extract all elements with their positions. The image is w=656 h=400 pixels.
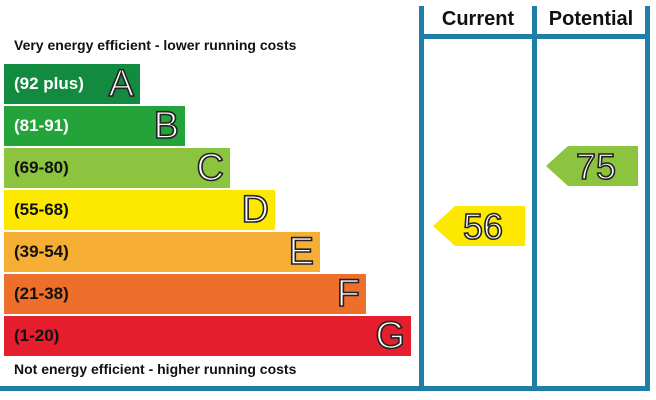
current-rating-arrow: 56 [433,206,525,246]
band-d-range: (55-68) [14,200,69,219]
band-b-letter: B [153,105,180,147]
band-c: (69-80) C [4,148,230,188]
band-a-letter: A [108,63,135,105]
frame-right [645,6,650,391]
band-f-letter: F [336,273,361,315]
potential-rating-value: 75 [575,146,617,187]
band-b: (81-91) B [4,106,185,146]
band-f: (21-38) F [4,274,366,314]
current-column-header: Current [441,8,515,30]
band-c-range: (69-80) [14,158,69,177]
band-a-range: (92 plus) [14,74,84,93]
band-g: (1-20) G [4,316,411,356]
potential-rating-arrow: 75 [546,146,638,186]
frame-middle [532,6,537,391]
top-caption: Very energy efficient - lower running co… [14,37,297,53]
frame-header-rule [419,34,650,39]
potential-arrow-shape [546,146,638,186]
bottom-caption: Not energy efficient - higher running co… [14,361,297,377]
band-a: (92 plus) A [4,64,140,104]
band-f-range: (21-38) [14,284,69,303]
potential-column-header: Potential [548,8,634,30]
band-g-range: (1-20) [14,326,60,345]
current-rating-value: 56 [462,206,504,247]
current-arrow-shape [433,206,525,246]
band-e-range: (39-54) [14,242,69,261]
frame-left [419,6,424,391]
band-e: (39-54) E [4,232,320,272]
frame-bottom [0,386,650,391]
band-e-letter: E [288,231,315,273]
band-d-letter: D [241,189,270,231]
band-g-letter: G [375,315,406,357]
band-b-range: (81-91) [14,116,69,135]
band-d: (55-68) D [4,190,275,230]
band-c-letter: C [196,147,225,189]
